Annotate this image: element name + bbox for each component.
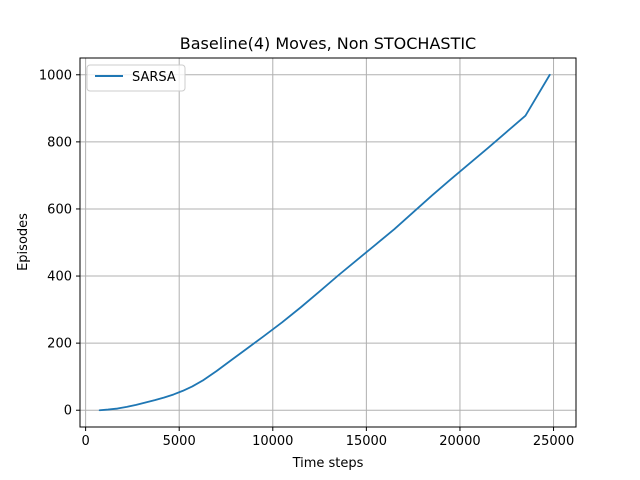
y-tick-label: 1000 — [39, 68, 72, 83]
series-layer — [98, 73, 551, 412]
chart-title: Baseline(4) Moves, Non STOCHASTIC — [180, 34, 476, 53]
axis-ticks: 0 5000 10000 15000 20000 25000 0 200 400 600 800 10… — [39, 68, 574, 449]
legend-box — [86, 64, 186, 92]
x-axis-label: Time steps — [292, 456, 364, 471]
grid-lines — [80, 58, 576, 427]
series-line-sarsa — [98, 73, 551, 412]
plot-frame — [79, 57, 577, 428]
x-tick-label: 25000 — [533, 434, 574, 449]
y-axis-label: Episodes — [16, 213, 31, 271]
y-tick-label: 800 — [47, 135, 72, 150]
y-tick-label: 600 — [47, 202, 72, 217]
x-tick-label: 10000 — [252, 434, 293, 449]
y-tick-label: 200 — [47, 337, 72, 352]
legend-label-sarsa: SARSA — [132, 70, 176, 85]
legend: SARSA — [86, 64, 186, 92]
x-tick-label: 20000 — [439, 434, 480, 449]
x-tick-label: 0 — [81, 434, 89, 449]
y-tick-label: 400 — [47, 270, 72, 285]
y-tick-label: 0 — [64, 404, 72, 419]
x-tick-label: 5000 — [163, 434, 196, 449]
x-tick-label: 15000 — [346, 434, 387, 449]
